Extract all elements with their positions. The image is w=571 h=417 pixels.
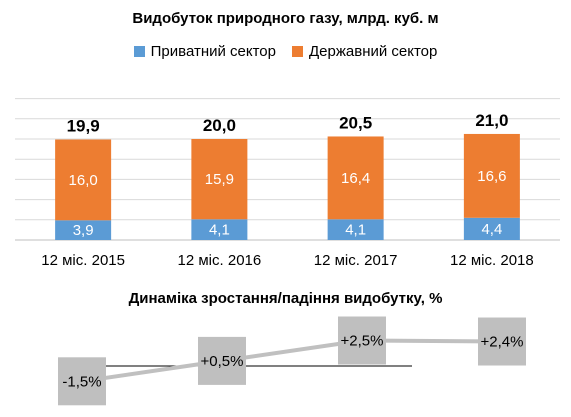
- legend-item-private: Приватний сектор: [133, 43, 276, 60]
- data-label-state: 16,4: [341, 170, 370, 187]
- data-label-private: 4,1: [345, 222, 366, 239]
- bar-segment-state: [191, 139, 248, 220]
- data-label-private: 3,9: [73, 222, 94, 239]
- bar-segment-private: [191, 219, 248, 240]
- chart-title: Видобуток природного газу, млрд. куб. м: [132, 10, 439, 27]
- trend-data-label: -1,5%: [62, 373, 101, 390]
- bar-segment-state: [463, 133, 520, 218]
- legend-swatch-private: [133, 46, 145, 57]
- bar-segment-private: [463, 217, 520, 240]
- trend-data-label: +2,4%: [481, 334, 524, 351]
- trend-data-label: +0,5%: [201, 353, 244, 370]
- bar-segment-state: [327, 136, 384, 220]
- data-label-private: 4,4: [481, 221, 502, 238]
- legend-swatch-state: [292, 46, 303, 57]
- legend-item-state: Державний сектор: [292, 43, 437, 60]
- total-label: 21,0: [475, 111, 508, 130]
- data-label-state: 15,9: [205, 171, 234, 188]
- trend-chart-title: Динаміка зростання/падіння видобутку, %: [128, 290, 443, 307]
- trend-marker: [478, 317, 526, 366]
- data-label-state: 16,0: [69, 172, 98, 189]
- trend-line: [81, 338, 503, 384]
- trend-marker: [338, 316, 386, 365]
- trend-marker: [58, 357, 106, 406]
- stacked-bar-chart: 3,9 16,0 19,9 12 міс. 2015 4,1 15,9 20,0 12 міс…: [15, 98, 560, 269]
- trend-data-label: +2,5%: [341, 333, 384, 350]
- total-label: 20,5: [339, 113, 372, 132]
- total-label: 19,9: [67, 117, 100, 136]
- data-label-private: 4,1: [209, 222, 230, 239]
- legend-label-private: Приватний сектор: [150, 43, 276, 60]
- legend-label-state: Державний сектор: [309, 43, 438, 60]
- bar-segment-state: [55, 139, 112, 221]
- total-label: 20,0: [203, 116, 236, 135]
- bar-segment-private: [55, 220, 112, 240]
- category-label: 12 міс. 2017: [314, 252, 398, 269]
- category-label: 12 міс. 2018: [450, 252, 534, 269]
- data-label-state: 16,6: [477, 168, 506, 185]
- category-label: 12 міс. 2016: [178, 252, 262, 269]
- legend: Приватний сектор Державний сектор: [0, 43, 571, 60]
- bar-segment-private: [327, 219, 384, 240]
- category-label: 12 міс. 2015: [41, 252, 125, 269]
- trend-marker: [198, 336, 246, 385]
